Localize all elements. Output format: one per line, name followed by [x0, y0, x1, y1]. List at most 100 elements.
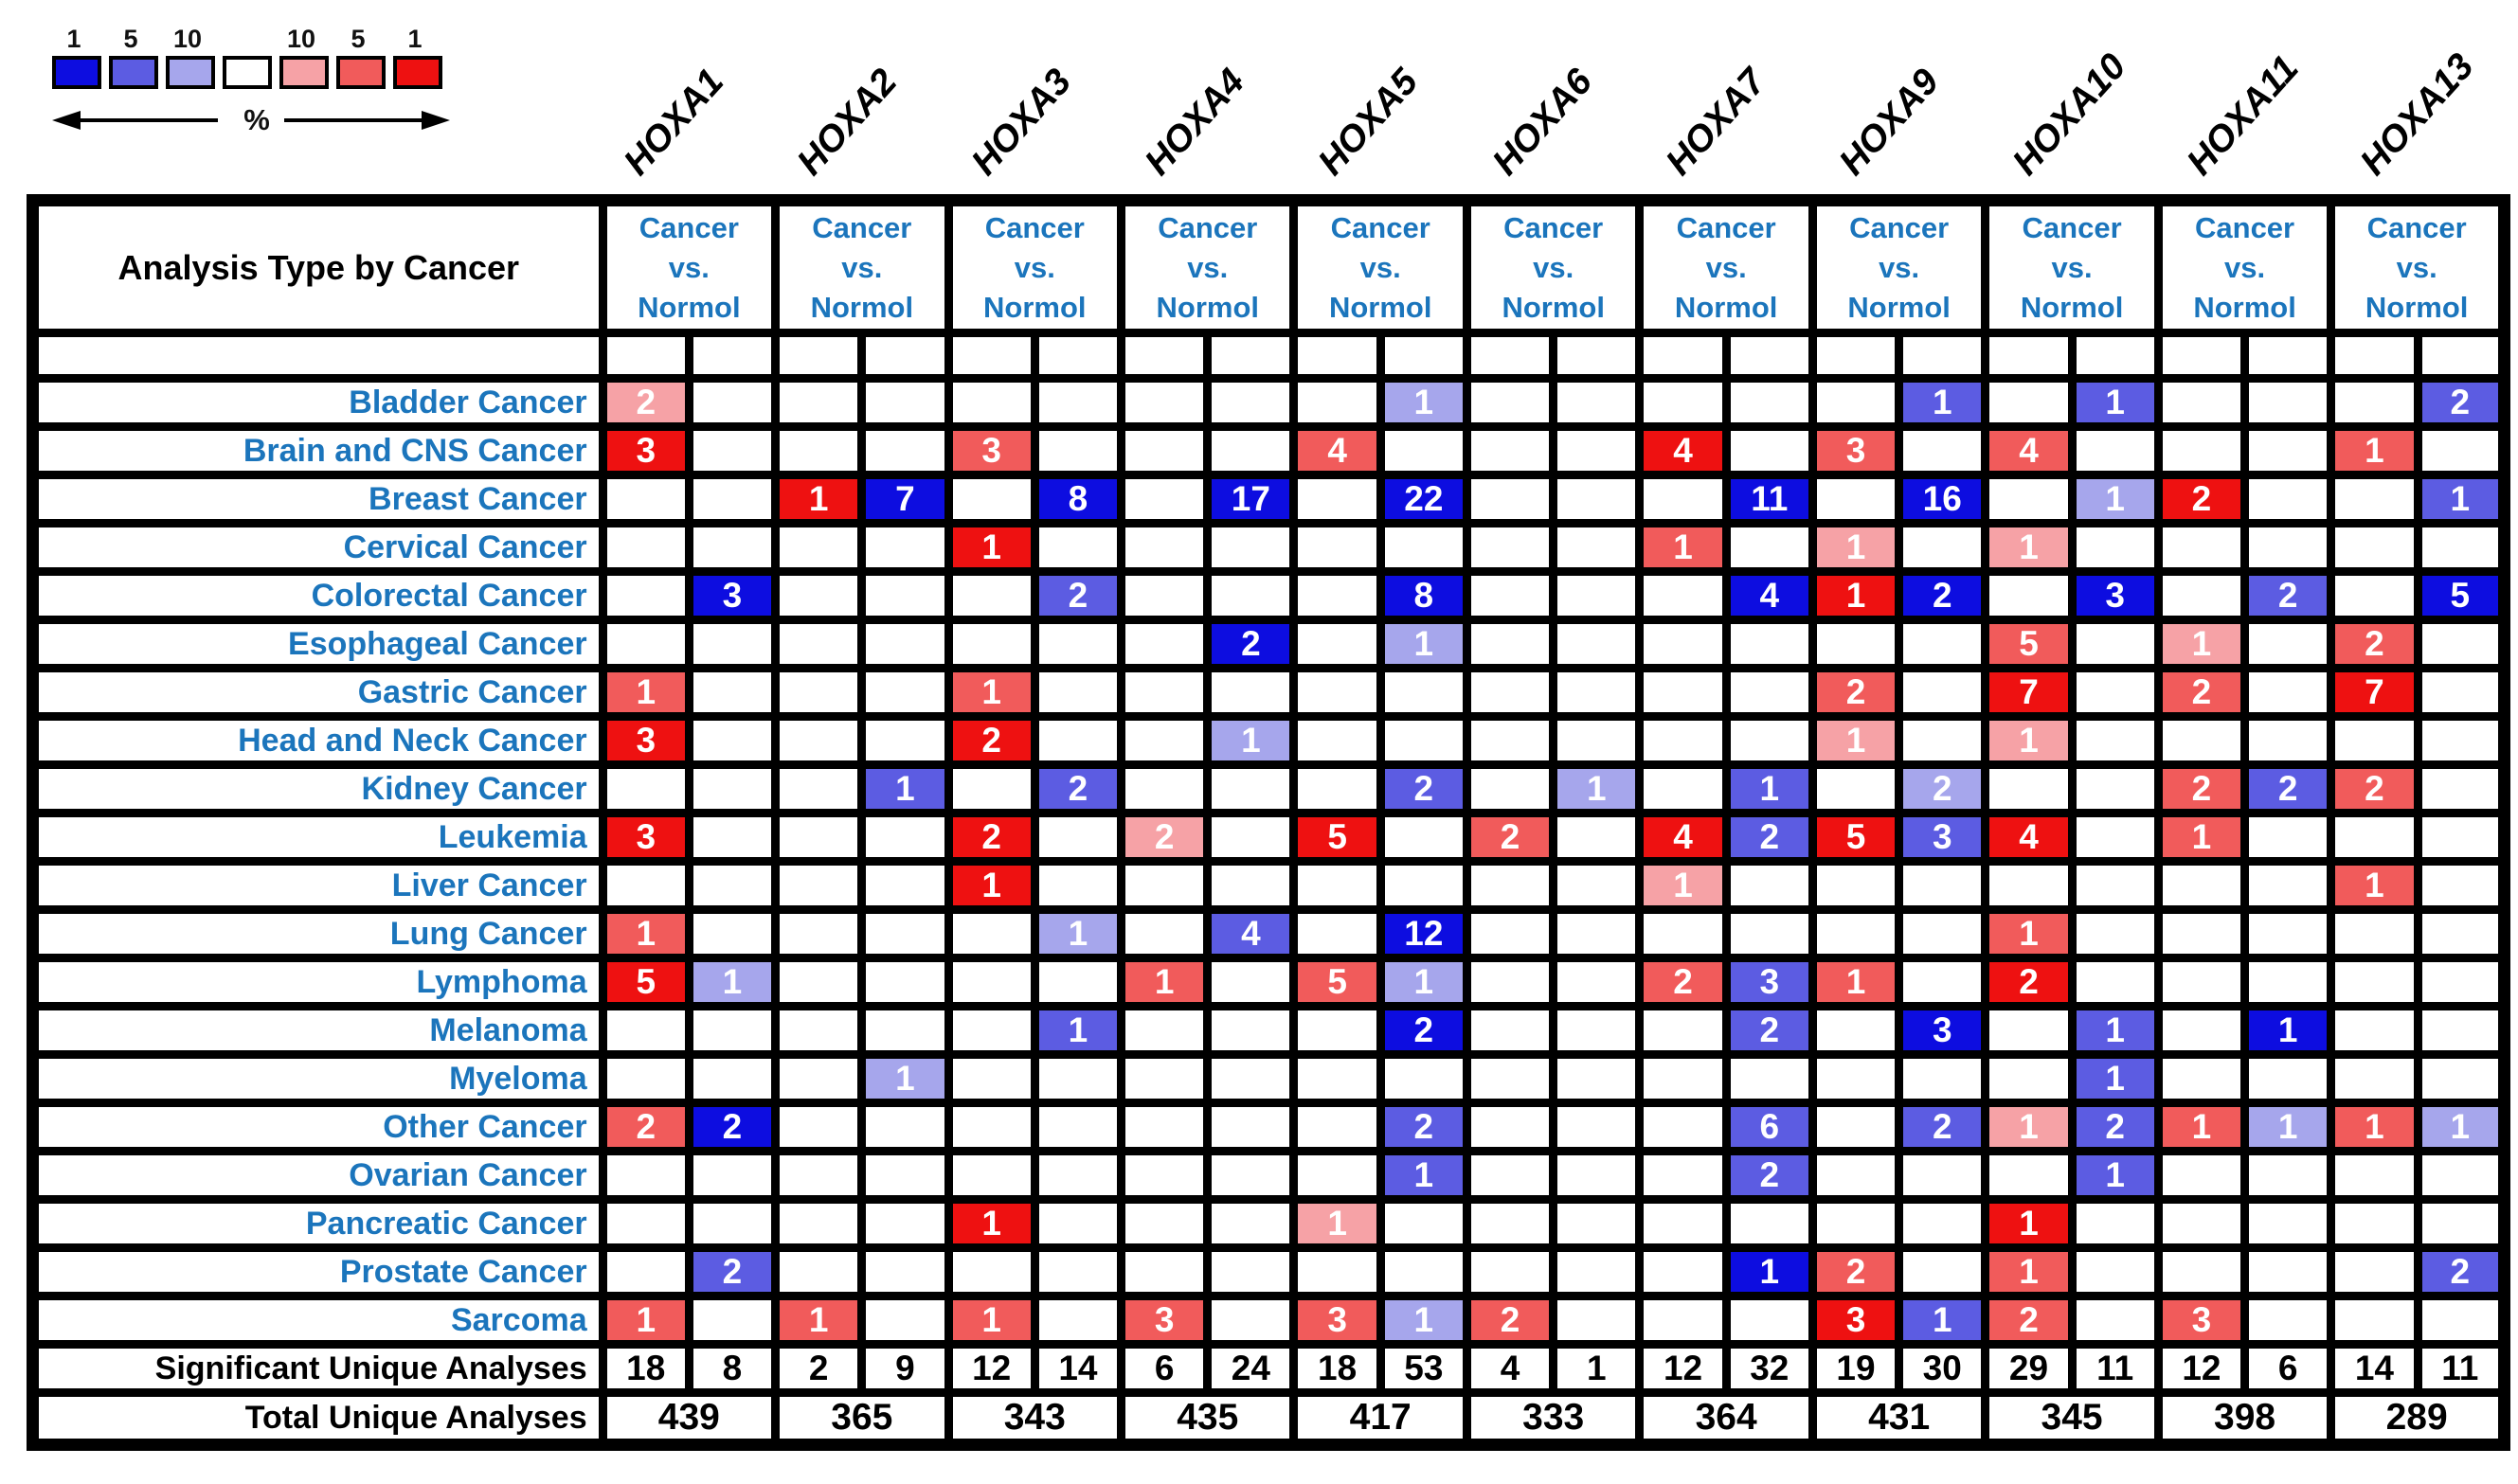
matrix-cell-hoxa10-left[interactable]: 7: [1981, 664, 2077, 721]
matrix-cell-hoxa3-left[interactable]: 3: [944, 422, 1039, 479]
matrix-cell-hoxa10-right[interactable]: 1: [2067, 374, 2163, 431]
matrix-cell-hoxa4-right[interactable]: 2: [1203, 616, 1299, 672]
matrix-cell-hoxa3-left[interactable]: 1: [944, 1195, 1039, 1252]
matrix-cell-hoxa11-right[interactable]: 1: [2240, 1002, 2336, 1059]
matrix-cell-hoxa9-right[interactable]: 1: [1895, 374, 1990, 431]
matrix-cell-hoxa5-right[interactable]: 22: [1376, 471, 1471, 527]
matrix-cell-hoxa5-left[interactable]: 3: [1289, 1292, 1385, 1349]
matrix-cell-hoxa1-right[interactable]: 2: [684, 1243, 781, 1300]
matrix-cell-hoxa5-right[interactable]: 1: [1376, 616, 1471, 672]
matrix-cell-hoxa2-right[interactable]: 1: [857, 760, 953, 817]
matrix-cell-hoxa10-right[interactable]: 3: [2067, 567, 2163, 624]
matrix-cell-hoxa3-left[interactable]: 1: [944, 664, 1039, 721]
matrix-cell-hoxa1-left[interactable]: 3: [598, 809, 693, 866]
matrix-cell-hoxa7-right[interactable]: 2: [1721, 1147, 1817, 1204]
matrix-cell-hoxa11-left[interactable]: 3: [2153, 1292, 2250, 1349]
matrix-cell-hoxa5-left[interactable]: 5: [1289, 954, 1385, 1010]
matrix-cell-hoxa5-right[interactable]: 2: [1376, 760, 1471, 817]
matrix-cell-hoxa4-right[interactable]: 1: [1203, 712, 1299, 769]
matrix-cell-hoxa1-right[interactable]: 1: [684, 954, 781, 1010]
matrix-cell-hoxa3-right[interactable]: 1: [1030, 905, 1126, 962]
matrix-cell-hoxa13-left[interactable]: 1: [2327, 1099, 2422, 1155]
matrix-cell-hoxa5-right[interactable]: 1: [1376, 1147, 1471, 1204]
matrix-cell-hoxa11-left[interactable]: 1: [2153, 809, 2250, 866]
matrix-cell-hoxa1-right[interactable]: 2: [684, 1099, 781, 1155]
matrix-cell-hoxa13-right[interactable]: 1: [2413, 471, 2509, 527]
matrix-cell-hoxa2-right[interactable]: 1: [857, 1050, 953, 1107]
matrix-cell-hoxa5-right[interactable]: 8: [1376, 567, 1471, 624]
matrix-cell-hoxa9-right[interactable]: 2: [1895, 567, 1990, 624]
matrix-cell-hoxa13-left[interactable]: 2: [2327, 616, 2422, 672]
matrix-cell-hoxa9-left[interactable]: 1: [1808, 519, 1904, 576]
matrix-cell-hoxa6-right[interactable]: 1: [1549, 760, 1645, 817]
matrix-cell-hoxa7-left[interactable]: 2: [1635, 954, 1731, 1010]
matrix-cell-hoxa9-right[interactable]: 3: [1895, 809, 1990, 866]
matrix-cell-hoxa2-left[interactable]: 1: [771, 471, 867, 527]
matrix-cell-hoxa4-right[interactable]: 4: [1203, 905, 1299, 962]
matrix-cell-hoxa13-left[interactable]: 1: [2327, 857, 2422, 914]
matrix-cell-hoxa5-right[interactable]: 1: [1376, 374, 1471, 431]
matrix-cell-hoxa3-left[interactable]: 1: [944, 519, 1039, 576]
matrix-cell-hoxa7-right[interactable]: 2: [1721, 1002, 1817, 1059]
matrix-cell-hoxa3-right[interactable]: 2: [1030, 760, 1126, 817]
matrix-cell-hoxa7-left[interactable]: 4: [1635, 809, 1731, 866]
matrix-cell-hoxa4-left[interactable]: 3: [1117, 1292, 1213, 1349]
matrix-cell-hoxa7-right[interactable]: 2: [1721, 809, 1817, 866]
matrix-cell-hoxa11-right[interactable]: 2: [2240, 567, 2336, 624]
matrix-cell-hoxa13-right[interactable]: 5: [2413, 567, 2509, 624]
matrix-cell-hoxa11-left[interactable]: 2: [2153, 471, 2250, 527]
matrix-cell-hoxa10-left[interactable]: 2: [1981, 954, 2077, 1010]
matrix-cell-hoxa10-right[interactable]: 1: [2067, 1147, 2163, 1204]
matrix-cell-hoxa10-right[interactable]: 1: [2067, 471, 2163, 527]
matrix-cell-hoxa4-left[interactable]: 1: [1117, 954, 1213, 1010]
matrix-cell-hoxa1-left[interactable]: 1: [598, 1292, 693, 1349]
matrix-cell-hoxa13-right[interactable]: 1: [2413, 1099, 2509, 1155]
matrix-cell-hoxa7-left[interactable]: 1: [1635, 519, 1731, 576]
matrix-cell-hoxa11-left[interactable]: 1: [2153, 1099, 2250, 1155]
matrix-cell-hoxa10-left[interactable]: 4: [1981, 422, 2077, 479]
matrix-cell-hoxa11-left[interactable]: 2: [2153, 664, 2250, 721]
matrix-cell-hoxa10-left[interactable]: 4: [1981, 809, 2077, 866]
matrix-cell-hoxa10-left[interactable]: 1: [1981, 1243, 2077, 1300]
matrix-cell-hoxa5-right[interactable]: 1: [1376, 1292, 1471, 1349]
matrix-cell-hoxa3-left[interactable]: 1: [944, 1292, 1039, 1349]
matrix-cell-hoxa13-left[interactable]: 1: [2327, 422, 2422, 479]
matrix-cell-hoxa9-left[interactable]: 1: [1808, 712, 1904, 769]
matrix-cell-hoxa7-left[interactable]: 4: [1635, 422, 1731, 479]
matrix-cell-hoxa2-right[interactable]: 7: [857, 471, 953, 527]
matrix-cell-hoxa10-left[interactable]: 1: [1981, 712, 2077, 769]
matrix-cell-hoxa7-right[interactable]: 3: [1721, 954, 1817, 1010]
matrix-cell-hoxa4-right[interactable]: 17: [1203, 471, 1299, 527]
matrix-cell-hoxa6-left[interactable]: 2: [1462, 809, 1558, 866]
matrix-cell-hoxa5-left[interactable]: 4: [1289, 422, 1385, 479]
matrix-cell-hoxa9-left[interactable]: 3: [1808, 422, 1904, 479]
matrix-cell-hoxa10-left[interactable]: 1: [1981, 1099, 2077, 1155]
matrix-cell-hoxa7-left[interactable]: 1: [1635, 857, 1731, 914]
matrix-cell-hoxa7-right[interactable]: 1: [1721, 760, 1817, 817]
matrix-cell-hoxa5-right[interactable]: 12: [1376, 905, 1471, 962]
matrix-cell-hoxa1-left[interactable]: 5: [598, 954, 693, 1010]
matrix-cell-hoxa5-left[interactable]: 1: [1289, 1195, 1385, 1252]
matrix-cell-hoxa1-left[interactable]: 2: [598, 374, 693, 431]
matrix-cell-hoxa1-left[interactable]: 1: [598, 664, 693, 721]
matrix-cell-hoxa5-right[interactable]: 1: [1376, 954, 1471, 1010]
matrix-cell-hoxa1-left[interactable]: 1: [598, 905, 693, 962]
matrix-cell-hoxa7-right[interactable]: 1: [1721, 1243, 1817, 1300]
matrix-cell-hoxa11-right[interactable]: 2: [2240, 760, 2336, 817]
matrix-cell-hoxa4-left[interactable]: 2: [1117, 809, 1213, 866]
matrix-cell-hoxa7-right[interactable]: 4: [1721, 567, 1817, 624]
matrix-cell-hoxa3-left[interactable]: 1: [944, 857, 1039, 914]
matrix-cell-hoxa9-left[interactable]: 1: [1808, 567, 1904, 624]
matrix-cell-hoxa9-left[interactable]: 1: [1808, 954, 1904, 1010]
matrix-cell-hoxa9-left[interactable]: 2: [1808, 1243, 1904, 1300]
matrix-cell-hoxa5-left[interactable]: 5: [1289, 809, 1385, 866]
matrix-cell-hoxa2-left[interactable]: 1: [771, 1292, 867, 1349]
matrix-cell-hoxa9-right[interactable]: 1: [1895, 1292, 1990, 1349]
matrix-cell-hoxa10-left[interactable]: 1: [1981, 1195, 2077, 1252]
matrix-cell-hoxa1-left[interactable]: 3: [598, 422, 693, 479]
matrix-cell-hoxa1-left[interactable]: 2: [598, 1099, 693, 1155]
matrix-cell-hoxa11-right[interactable]: 1: [2240, 1099, 2336, 1155]
matrix-cell-hoxa11-left[interactable]: 2: [2153, 760, 2250, 817]
matrix-cell-hoxa9-right[interactable]: 16: [1895, 471, 1990, 527]
matrix-cell-hoxa1-left[interactable]: 3: [598, 712, 693, 769]
